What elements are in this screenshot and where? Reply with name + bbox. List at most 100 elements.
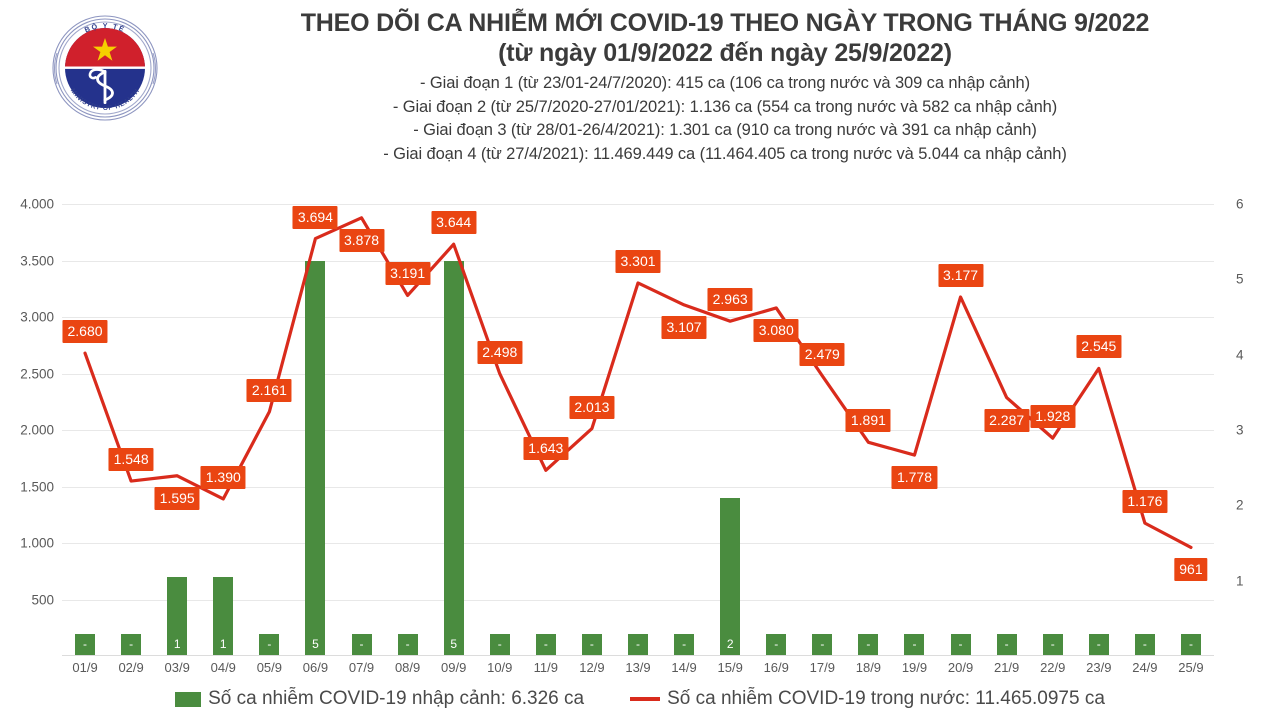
bar-14/9[interactable]: - — [674, 634, 695, 656]
bar-16/9[interactable]: - — [766, 634, 787, 656]
bar-value-label: - — [267, 637, 272, 651]
gridline-4 — [62, 373, 1214, 375]
bar-18/9[interactable]: - — [858, 634, 879, 656]
phase-notes-list: - Giai đoạn 1 (từ 23/01-24/7/2020): 415 … — [175, 72, 1275, 166]
bar-12/9[interactable]: - — [581, 634, 602, 656]
line-series — [83, 216, 1193, 550]
bar-10/9[interactable]: - — [489, 634, 510, 656]
bar-15/9[interactable]: 2 — [720, 497, 741, 656]
legend-item-domestic: Số ca nhiễm COVID-19 trong nước: 11.465.… — [630, 688, 1105, 710]
bar-value-label: - — [958, 637, 963, 651]
x-label-13/9: 13/9 — [625, 660, 651, 675]
bar-02/9[interactable]: - — [121, 634, 142, 656]
line-path — [83, 216, 1193, 550]
bar-value-label: 2 — [726, 637, 734, 651]
line-value-18/9: 1.891 — [845, 409, 891, 433]
line-value-10/9: 2.498 — [477, 340, 523, 364]
y-tick-left-3.500: 3.500 — [20, 253, 54, 268]
line-value-06/9: 3.694 — [292, 205, 338, 229]
phase-note-1: - Giai đoạn 1 (từ 23/01-24/7/2020): 415 … — [420, 74, 1030, 92]
gridline-7 — [62, 204, 1214, 205]
x-axis-baseline — [62, 655, 1214, 656]
y-tick-left-2.000: 2.000 — [20, 422, 54, 438]
line-value-16/9: 3.080 — [753, 318, 799, 342]
y-tick-right-6: 6 — [1236, 196, 1244, 212]
line-value-05/9: 2.161 — [246, 378, 292, 402]
covid-chart: 500 1.000 1.500 2.000 2.500 3.000 3.500 4.000 1… — [0, 182, 1280, 676]
line-value-02/9: 1.548 — [108, 448, 154, 472]
bar-20/9[interactable]: - — [950, 634, 971, 656]
title-block: THEO DÕI CA NHIỄM MỚI COVID-19 THEO NGÀY… — [175, 8, 1275, 166]
line-value-04/9: 1.390 — [200, 465, 246, 489]
bar-value-label: - — [83, 637, 88, 651]
y-tick-left-1.500: 1.500 — [20, 479, 54, 494]
x-label-11/9: 11/9 — [533, 660, 558, 675]
bar-04/9[interactable]: 1 — [213, 576, 234, 656]
x-label-15/9: 15/9 — [717, 660, 743, 675]
bar-24/9[interactable]: - — [1134, 634, 1155, 656]
bar-01/9[interactable]: - — [75, 634, 96, 656]
gridline-5 — [62, 317, 1214, 318]
x-label-08/9: 08/9 — [394, 660, 421, 675]
x-label-03/9: 03/9 — [164, 660, 190, 675]
line-value-25/9: 961 — [1174, 558, 1208, 582]
bar-25/9[interactable]: - — [1180, 634, 1201, 656]
x-label-17/9: 17/9 — [809, 660, 835, 675]
x-label-04/9: 04/9 — [210, 660, 236, 675]
page-title: THEO DÕI CA NHIỄM MỚI COVID-19 THEO NGÀY… — [300, 9, 1150, 37]
y-tick-left-3.000: 3.000 — [20, 309, 54, 325]
bar-11/9[interactable]: - — [535, 634, 556, 656]
bar-08/9[interactable]: - — [397, 634, 418, 656]
line-value-03/9: 1.595 — [154, 486, 200, 510]
bar-03/9[interactable]: 1 — [167, 576, 188, 656]
bar-17/9[interactable]: - — [812, 634, 833, 656]
y-tick-left-2.500: 2.500 — [20, 366, 54, 381]
bar-06/9[interactable]: 5 — [305, 260, 326, 656]
x-label-16/9: 16/9 — [763, 660, 789, 675]
bar-05/9[interactable]: - — [259, 634, 280, 656]
bar-21/9[interactable]: - — [996, 634, 1017, 656]
bar-22/9[interactable]: - — [1042, 634, 1063, 656]
y-tick-right-4: 4 — [1236, 347, 1244, 363]
bar-13/9[interactable]: - — [628, 634, 648, 656]
line-value-12/9: 2.013 — [569, 395, 615, 419]
bar-value-label: - — [1004, 637, 1009, 651]
bar-07/9[interactable]: - — [351, 634, 372, 656]
y-tick-right-3: 3 — [1236, 422, 1244, 438]
phase-note-2: - Giai đoạn 2 (từ 25/7/2020-27/01/2021):… — [392, 97, 1058, 116]
legend-label-imported: Số ca nhiễm COVID-19 nhập cảnh: 6.326 ca — [208, 688, 585, 709]
x-label-05/9: 05/9 — [256, 660, 283, 675]
line-value-20/9: 3.177 — [938, 263, 984, 287]
legend-label-domestic: Số ca nhiễm COVID-19 trong nước: 11.465.… — [667, 688, 1105, 709]
chart-legend: Số ca nhiễm COVID-19 nhập cảnh: 6.326 ca… — [0, 678, 1280, 720]
x-label-07/9: 07/9 — [348, 660, 375, 675]
line-value-23/9: 2.545 — [1076, 335, 1122, 359]
line-value-14/9: 3.107 — [661, 315, 707, 339]
bar-value-label: - — [359, 637, 364, 651]
bar-19/9[interactable]: - — [904, 634, 925, 656]
bar-value-label: - — [1096, 637, 1101, 651]
y-tick-left-500: 500 — [31, 592, 54, 607]
bar-value-label: - — [912, 637, 917, 651]
gridline-2 — [62, 486, 1214, 488]
bar-value-label: - — [589, 637, 594, 651]
bar-09/9[interactable]: 5 — [443, 260, 464, 656]
bar-value-label: - — [682, 637, 687, 651]
line-value-17/9: 2.479 — [799, 342, 845, 366]
bar-value-label: 1 — [219, 637, 227, 651]
phase-note-4: - Giai đoạn 4 (từ 27/4/2021): 11.469.449… — [383, 144, 1067, 163]
x-label-01/9: 01/9 — [72, 660, 98, 675]
y-tick-right-1: 1 — [1236, 573, 1244, 589]
x-label-18/9: 18/9 — [855, 660, 882, 675]
line-value-19/9: 1.778 — [891, 466, 937, 490]
x-label-09/9: 09/9 — [441, 660, 467, 675]
y-tick-left-4.000: 4.000 — [20, 196, 54, 212]
page-subtitle: (từ ngày 01/9/2022 đến ngày 25/9/2022) — [498, 39, 952, 67]
y-tick-left-1.000: 1.000 — [20, 535, 54, 551]
line-value-15/9: 2.963 — [707, 288, 753, 312]
bar-23/9[interactable]: - — [1088, 634, 1109, 656]
x-label-20/9: 20/9 — [947, 660, 974, 675]
bar-value-label: - — [636, 637, 640, 651]
line-value-22/9: 1.928 — [1030, 405, 1076, 429]
bar-value-label: - — [405, 637, 410, 651]
